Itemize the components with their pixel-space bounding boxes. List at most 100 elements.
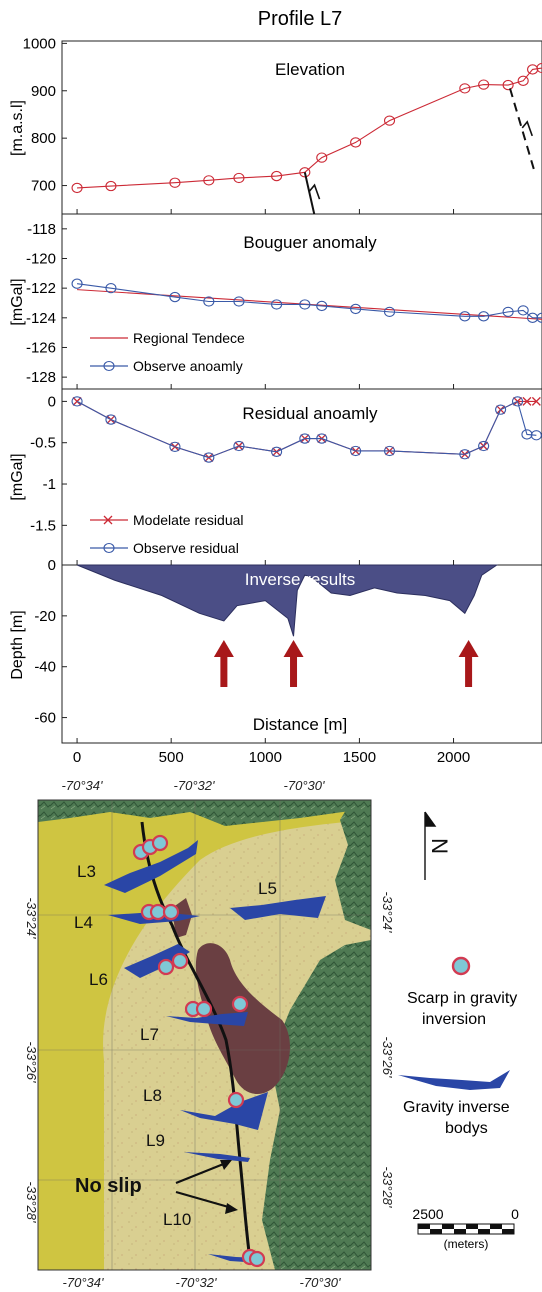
red-arrow-head-icon xyxy=(213,640,234,657)
geologic-map xyxy=(38,800,371,1270)
legend-scarp-marker-icon xyxy=(451,956,471,976)
map-top-tick: -70°34' xyxy=(62,778,103,793)
inverse-chart: 0 -20 -40 -60 xyxy=(34,557,499,727)
top-mountains xyxy=(38,800,371,826)
right-mountains-north xyxy=(335,800,371,930)
north-label: N xyxy=(427,838,452,854)
bouguer-ylabel: [mGal] xyxy=(9,278,26,325)
scale-unit-label: (meters) xyxy=(444,1237,489,1251)
profile-label-l9: L9 xyxy=(146,1131,165,1150)
y-tick-label: 1000 xyxy=(23,35,56,52)
data-point xyxy=(383,115,396,126)
data-point xyxy=(536,312,542,323)
y-tick-label: -20 xyxy=(34,608,56,625)
y-tick-label: -120 xyxy=(26,250,56,267)
data-point xyxy=(536,62,542,74)
bouguer-chart: -118 -120 -122 -124 -126 -128 xyxy=(26,221,542,386)
data-point xyxy=(383,306,396,318)
red-arrow-head-icon xyxy=(283,640,304,657)
y-tick-label: -0.5 xyxy=(30,435,56,452)
inverse-ylabel: Depth [m] xyxy=(9,610,26,679)
map-left-tick: -33°24' xyxy=(24,898,39,939)
data-point xyxy=(105,283,117,294)
residual-chart: 0 -0.5 -1 -1.5 xyxy=(30,393,542,534)
data-point xyxy=(299,167,311,178)
series-line-1 xyxy=(76,283,542,319)
data-point xyxy=(271,299,283,310)
gravity-body-l6 xyxy=(124,944,190,978)
map-frame xyxy=(37,799,372,1271)
elevation-chart: 700 800 900 1000 xyxy=(23,35,542,215)
fault-line xyxy=(303,172,316,215)
map-top-tick: -70°32' xyxy=(174,778,215,793)
data-point xyxy=(495,404,507,415)
y-tick-label: 800 xyxy=(31,130,56,147)
profile-label-l8: L8 xyxy=(143,1086,162,1105)
north-arrow-icon: N xyxy=(424,811,452,880)
scarp-markers xyxy=(132,834,266,1268)
data-point xyxy=(478,440,490,452)
x-tick-label: 1000 xyxy=(249,749,282,766)
gravity-body-l7 xyxy=(166,1012,248,1026)
legend-modelate: Modelate residual xyxy=(133,512,244,528)
figure-title: Profile L7 xyxy=(258,8,343,30)
map-bottom-tick: -70°32' xyxy=(176,1275,217,1290)
data-point xyxy=(105,414,117,425)
fault-motion-arrow-icon xyxy=(521,120,533,137)
residual-legend: Modelate residual Observe residual xyxy=(90,512,244,556)
y-tick-label: -122 xyxy=(26,280,56,297)
data-point xyxy=(169,291,181,303)
scarp-marker xyxy=(157,958,175,976)
data-point xyxy=(522,396,532,406)
profile-label-l4: L4 xyxy=(74,913,93,932)
profile-label-l10: L10 xyxy=(163,1210,191,1229)
y-tick-label: -118 xyxy=(27,221,56,238)
data-point xyxy=(271,446,283,457)
data-point xyxy=(517,75,529,86)
map-bottom-tick: -70°34' xyxy=(63,1275,104,1290)
data-point xyxy=(71,396,83,407)
data-point xyxy=(203,296,215,307)
profile-label-l6: L6 xyxy=(89,970,108,989)
scale-left-label: 2500 xyxy=(412,1206,443,1222)
inverse-body-area xyxy=(76,564,499,637)
data-point xyxy=(531,396,541,406)
data-point xyxy=(316,300,328,312)
red-arrow-icon xyxy=(465,655,473,687)
data-point xyxy=(71,278,83,289)
data-point xyxy=(233,440,245,452)
scarp-marker xyxy=(227,1091,245,1109)
series-line-0 xyxy=(77,67,542,189)
data-point xyxy=(350,303,362,315)
data-point xyxy=(233,172,245,184)
data-point xyxy=(517,305,529,316)
map-right-tick: -33°26' xyxy=(380,1037,395,1078)
profile-label-l5: L5 xyxy=(258,879,277,898)
fault-motion-arrow-icon xyxy=(308,183,321,200)
gravity-body-l3 xyxy=(104,840,198,893)
x-tick-label: 0 xyxy=(73,749,81,766)
gravity-body-l5 xyxy=(230,896,326,920)
data-point xyxy=(478,79,490,90)
x-axis-label: Distance [m] xyxy=(253,715,347,734)
data-point xyxy=(203,452,215,463)
profile-label-l3: L3 xyxy=(77,862,96,881)
data-point xyxy=(299,433,311,444)
fault-trace xyxy=(140,821,252,1261)
red-arrow-head-icon xyxy=(458,640,479,657)
data-point xyxy=(502,79,514,91)
x-tick-label: 1500 xyxy=(343,749,376,766)
data-point xyxy=(105,180,117,192)
data-point xyxy=(271,170,283,182)
legend-observe-residual: Observe residual xyxy=(133,540,239,556)
data-point xyxy=(233,296,245,307)
y-tick-label: 0 xyxy=(48,393,56,410)
gravity-body-l8 xyxy=(180,1092,268,1130)
scale-bar: 2500 0 (meters) xyxy=(412,1206,519,1251)
data-point xyxy=(383,445,396,457)
data-point xyxy=(72,396,82,406)
y-tick-label: -40 xyxy=(34,659,56,676)
inverse-panel-title: Inverse results xyxy=(245,570,356,589)
map-right-tick: -33°24' xyxy=(380,892,395,933)
scarp-marker xyxy=(171,952,189,970)
